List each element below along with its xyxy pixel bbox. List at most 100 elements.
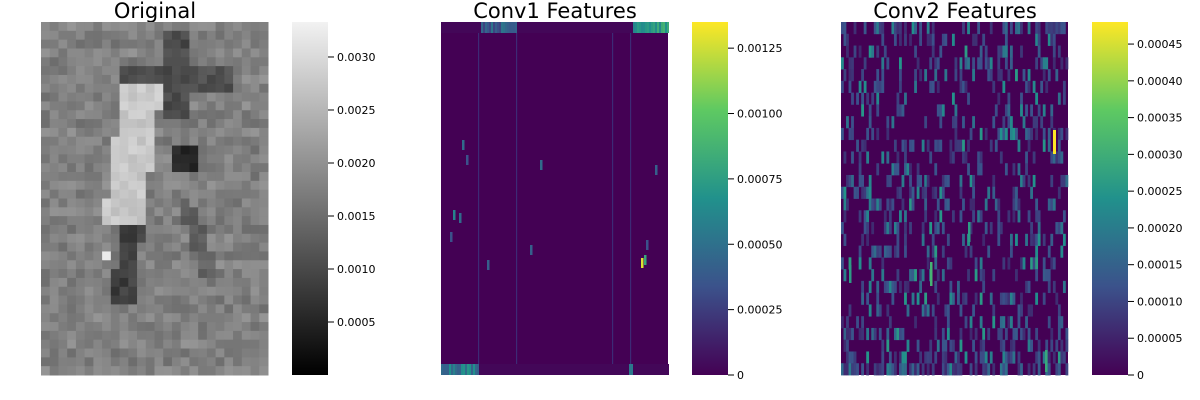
heatmap-cell [119, 127, 129, 138]
heatmap-cell [198, 260, 208, 270]
heatmap-cell [49, 92, 59, 102]
heatmap-cell [171, 286, 182, 297]
heatmap-cell [171, 154, 182, 164]
heatmap-band-bottom [635, 364, 637, 375]
heatmap-cell [145, 242, 155, 252]
heatmap-band-bottom [519, 364, 521, 375]
heatmap-cell [137, 163, 147, 173]
heatmap-cell [154, 110, 164, 120]
heatmap-band-top [587, 22, 589, 33]
heatmap-spot [453, 210, 456, 220]
heatmap-cell [1052, 22, 1056, 35]
heatmap-cell [972, 339, 975, 352]
heatmap-cell [102, 74, 112, 85]
heatmap-cell [931, 80, 935, 93]
heatmap-cell [41, 172, 51, 182]
heatmap-cell [259, 286, 269, 297]
heatmap-cell [206, 154, 217, 164]
heatmap-cell [67, 366, 77, 376]
heatmap-cell [163, 242, 173, 252]
heatmap-band-bottom [561, 364, 563, 375]
heatmap-cell [128, 101, 138, 111]
heatmap-cell [969, 174, 973, 188]
heatmap-band-top [641, 22, 643, 33]
heatmap-cell [1047, 33, 1051, 46]
colorbar-tick-label: 0.0010 [337, 263, 376, 276]
heatmap-cell [843, 22, 847, 35]
heatmap-cell [180, 163, 190, 173]
heatmap-cell [163, 22, 173, 32]
heatmap-cell [145, 348, 155, 358]
heatmap-cell [891, 363, 895, 376]
heatmap-cell [41, 216, 51, 226]
heatmap-cell [1035, 198, 1039, 211]
heatmap-cell [989, 69, 993, 82]
heatmap-cell [876, 292, 880, 305]
heatmap-band-top [481, 22, 483, 33]
heatmap-cell [1032, 363, 1036, 376]
heatmap-cell [171, 277, 182, 288]
heatmap-cell [919, 33, 923, 46]
heatmap-cell [67, 348, 77, 358]
heatmap-cell [1025, 316, 1028, 329]
heatmap-cell [58, 269, 68, 279]
heatmap-cell [180, 74, 190, 85]
heatmap-cell [936, 198, 940, 211]
heatmap-cell [215, 39, 225, 49]
heatmap-cell [67, 57, 77, 67]
heatmap-cell [851, 151, 854, 164]
heatmap-cell [58, 66, 68, 76]
heatmap-cell [163, 57, 173, 67]
heatmap-cell [233, 277, 243, 288]
heatmap-cell [110, 251, 121, 261]
heatmap-cell [224, 57, 234, 67]
heatmap-cell [1027, 69, 1031, 82]
heatmap-cell [250, 110, 260, 120]
heatmap-cell [75, 242, 86, 252]
heatmap-cell [1002, 339, 1006, 352]
heatmap-cell [128, 48, 138, 58]
heatmap-cell [58, 180, 68, 191]
heatmap-cell [215, 127, 225, 138]
heatmap-cell [67, 48, 77, 58]
heatmap-cell [93, 286, 103, 297]
heatmap-cell [137, 260, 147, 270]
heatmap-cell [224, 83, 234, 94]
heatmap-cell [180, 269, 190, 279]
heatmap-band-bottom [599, 364, 601, 375]
heatmap-cell [233, 57, 243, 67]
heatmap-band-bottom [643, 364, 645, 375]
heatmap-band-top [589, 22, 591, 33]
heatmap-cell [241, 66, 252, 76]
heatmap-cell [941, 222, 945, 235]
heatmap-cell [941, 363, 945, 376]
heatmap-cell [215, 277, 225, 288]
heatmap-cell [250, 39, 260, 49]
heatmap-cell [944, 363, 948, 376]
heatmap-cell [163, 154, 173, 164]
heatmap-cell [259, 322, 269, 332]
heatmap-cell [102, 295, 112, 305]
heatmap-cell [259, 180, 269, 191]
heatmap-cell [866, 92, 870, 105]
heatmap-cell [128, 242, 138, 252]
heatmap-cell [163, 189, 173, 199]
heatmap-cell [1002, 80, 1006, 93]
heatmap-cell [972, 186, 975, 199]
heatmap-cell [137, 269, 147, 279]
heatmap-cell [876, 22, 880, 35]
heatmap-cell [128, 83, 138, 94]
heatmap-cell [180, 339, 190, 350]
heatmap-cell [259, 101, 269, 111]
heatmap-cell [904, 222, 907, 235]
heatmap-cell [102, 322, 112, 332]
heatmap-spot [530, 245, 533, 255]
heatmap-cell [110, 163, 121, 173]
heatmap-cell [137, 145, 147, 155]
heatmap-cell [259, 22, 269, 32]
heatmap-cell [863, 80, 867, 93]
heatmap-cell [198, 180, 208, 191]
heatmap-cell [841, 257, 844, 270]
heatmap-band-top [651, 22, 653, 33]
heatmap-cell [946, 363, 950, 376]
